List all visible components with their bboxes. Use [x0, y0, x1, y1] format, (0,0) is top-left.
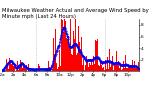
- Text: Milwaukee Weather Actual and Average Wind Speed by Minute mph (Last 24 Hours): Milwaukee Weather Actual and Average Win…: [2, 8, 148, 19]
